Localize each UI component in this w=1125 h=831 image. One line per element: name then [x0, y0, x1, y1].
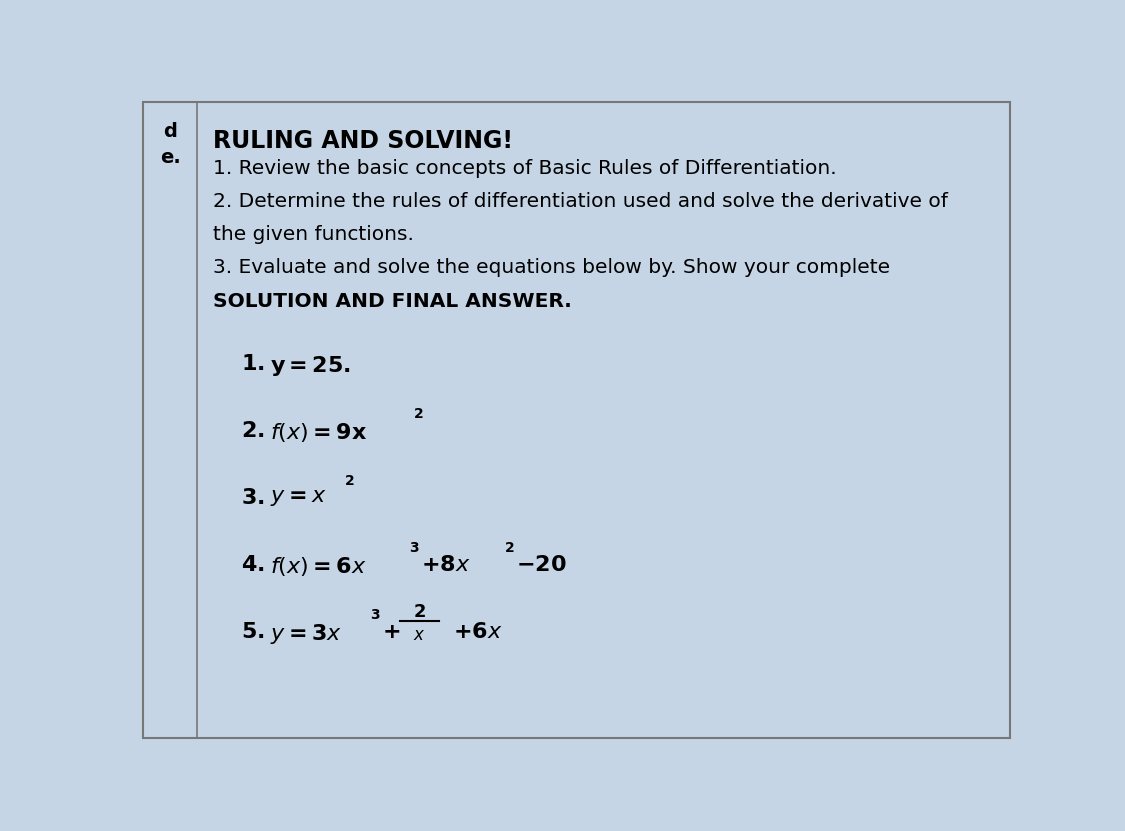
Text: $\mathbf{5.}$: $\mathbf{5.}$ — [241, 622, 264, 642]
Text: 1. Review the basic concepts of Basic Rules of Differentiation.: 1. Review the basic concepts of Basic Ru… — [213, 159, 837, 178]
Text: $\mathbf{+}$: $\mathbf{+}$ — [382, 622, 400, 642]
Text: $\mathbf{- 20}$: $\mathbf{- 20}$ — [516, 555, 567, 575]
Text: 2. Determine the rules of differentiation used and solve the derivative of: 2. Determine the rules of differentiatio… — [213, 192, 948, 211]
Text: e.: e. — [160, 148, 181, 167]
FancyBboxPatch shape — [143, 101, 1010, 738]
Text: $\mathbf{2}$: $\mathbf{2}$ — [413, 407, 423, 420]
Text: $\mathbf{\mathit{y} = \mathit{x}}$: $\mathbf{\mathit{y} = \mathit{x}}$ — [270, 488, 326, 508]
Text: $\mathit{\mathbf{y}}$$\mathbf{ = 25.}$: $\mathit{\mathbf{y}}$$\mathbf{ = 25.}$ — [270, 354, 351, 378]
Text: $\mathbf{\mathit{f(x)} = 9x}$: $\mathbf{\mathit{f(x)} = 9x}$ — [270, 421, 367, 444]
Text: $\mathbf{\mathit{y} = 3\mathit{x}}$: $\mathbf{\mathit{y} = 3\mathit{x}}$ — [270, 622, 342, 647]
Text: $\mathbf{3}$: $\mathbf{3}$ — [370, 608, 380, 622]
Text: $\mathbf{2}$: $\mathbf{2}$ — [413, 603, 426, 622]
Text: the given functions.: the given functions. — [213, 225, 414, 244]
Text: SOLUTION AND FINAL ANSWER.: SOLUTION AND FINAL ANSWER. — [213, 292, 572, 311]
Text: $\mathbf{\mathit{f(x)} = 6\mathit{x}}$: $\mathbf{\mathit{f(x)} = 6\mathit{x}}$ — [270, 555, 366, 578]
Text: $\mathbf{+ 6\mathit{x}}$: $\mathbf{+ 6\mathit{x}}$ — [452, 622, 502, 642]
Text: $\mathbf{2}$: $\mathbf{2}$ — [504, 541, 515, 555]
Text: d: d — [163, 122, 178, 141]
Text: $\mathbf{3.}$: $\mathbf{3.}$ — [241, 488, 264, 508]
Text: $\mathit{x}$: $\mathit{x}$ — [413, 626, 426, 644]
Text: $\mathbf{3}$: $\mathbf{3}$ — [410, 541, 420, 555]
Text: $\mathbf{2}$: $\mathbf{2}$ — [344, 474, 354, 488]
Text: RULING AND SOLVING!: RULING AND SOLVING! — [213, 129, 513, 153]
Text: 3. Evaluate and solve the equations below by. Show your complete: 3. Evaluate and solve the equations belo… — [213, 258, 890, 278]
Text: $\mathbf{+ 8\mathit{x}}$: $\mathbf{+ 8\mathit{x}}$ — [422, 555, 471, 575]
Text: $\mathbf{2.}$: $\mathbf{2.}$ — [241, 421, 264, 441]
Text: $\mathbf{1.}$: $\mathbf{1.}$ — [241, 354, 264, 374]
Text: $\mathbf{4.}$: $\mathbf{4.}$ — [241, 555, 264, 575]
